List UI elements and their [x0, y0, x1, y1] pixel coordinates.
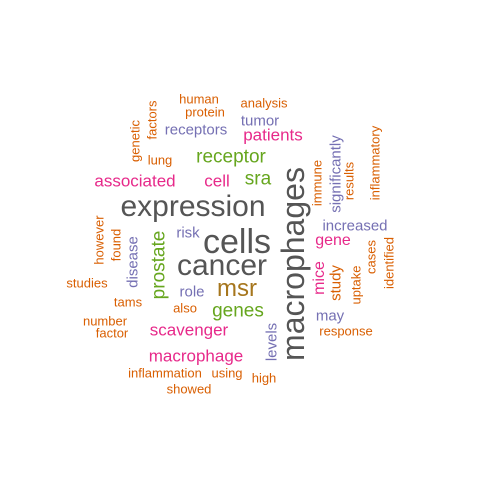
word: high: [251, 370, 277, 386]
word: increased: [322, 217, 388, 235]
word: sra: [244, 168, 272, 190]
word: using: [211, 365, 243, 381]
word: tumor: [240, 112, 280, 130]
word: risk: [176, 224, 200, 242]
word: number: [82, 313, 128, 329]
word: cell: [204, 171, 230, 191]
word: disease: [124, 236, 142, 288]
word: however: [91, 215, 107, 265]
word: patients: [243, 125, 303, 145]
word: uptake: [348, 265, 364, 305]
word: genetic: [127, 120, 143, 162]
word: expression: [120, 190, 266, 223]
word: studies: [66, 275, 108, 291]
word: showed: [166, 381, 212, 397]
word: receptors: [164, 121, 228, 139]
word: study: [327, 265, 345, 301]
word: found: [108, 228, 124, 262]
word: cases: [363, 240, 379, 274]
word: inflammation: [128, 365, 202, 381]
word: mice: [311, 261, 328, 295]
word: immune: [309, 159, 325, 207]
word: cells: [202, 223, 272, 261]
word: prostate: [148, 230, 170, 300]
word: inflammatory: [367, 125, 383, 201]
word: levels: [263, 322, 281, 362]
word: cancer: [176, 249, 268, 282]
word: results: [341, 161, 357, 201]
word: macrophages: [275, 167, 311, 361]
word: tams: [113, 294, 143, 310]
word: analysis: [240, 95, 288, 111]
word: lung: [147, 152, 173, 168]
word: associated: [94, 171, 176, 191]
word: may: [315, 307, 345, 325]
word: response: [319, 323, 373, 339]
word: gene: [315, 232, 351, 249]
word: factors: [144, 100, 160, 140]
word: msr: [217, 275, 257, 302]
word: receptor: [196, 146, 266, 168]
word: also: [173, 300, 197, 316]
word: human: [179, 91, 219, 107]
word: factor: [95, 325, 129, 341]
word: role: [179, 283, 205, 301]
word: protein: [185, 104, 225, 120]
word: macrophage: [148, 346, 244, 366]
word: genes: [212, 300, 264, 322]
word: scavenger: [149, 320, 229, 340]
word: identified: [381, 236, 397, 290]
